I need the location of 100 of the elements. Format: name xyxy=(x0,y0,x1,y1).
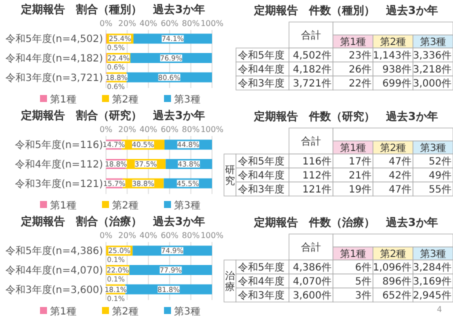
chart-title: 定期報告 割合（治療） 過去3か年 xyxy=(20,215,205,228)
category-label: 第1種 xyxy=(340,36,366,48)
category-label: 第2種 xyxy=(380,142,406,154)
x-tick-label: 100% xyxy=(200,19,224,28)
text: 116件 xyxy=(302,156,332,168)
y-tick-label: 令和5年度(n=4,386) xyxy=(5,245,104,258)
category-label: 第2種 xyxy=(380,248,406,260)
x-tick-label: 100% xyxy=(200,125,224,134)
y-tick-label: 令和3年度(n=3,600) xyxy=(5,284,104,296)
chart-title: 定期報告 割合（研究） 過去3か年 xyxy=(20,109,205,122)
category-label: 合計 xyxy=(301,136,321,148)
text: 652件 xyxy=(382,290,412,302)
text: 121件 xyxy=(302,184,332,196)
category-label: 第3種 xyxy=(420,36,446,48)
legend-label: 第1種 xyxy=(50,200,76,212)
legend-label: 第3種 xyxy=(174,94,200,106)
text: 23件 xyxy=(348,50,372,62)
x-tick-label: 40% xyxy=(140,125,158,134)
category-label: 令和5年度 xyxy=(238,50,284,62)
text: 42件 xyxy=(388,170,412,182)
category-label: 令和3年度 xyxy=(238,78,284,90)
text: 21件 xyxy=(348,170,372,182)
y-tick-label: 令和4年度(n=112) xyxy=(15,158,104,170)
text: 55件 xyxy=(428,184,452,196)
x-tick-label: 80% xyxy=(182,231,200,240)
text: 22件 xyxy=(348,78,372,90)
category-label: 第3種 xyxy=(420,248,446,260)
text: 1,143件 xyxy=(372,50,412,62)
text: 治療 xyxy=(225,270,235,293)
category-label: 令和4年度 xyxy=(238,276,284,288)
category-label: 第1種 xyxy=(340,142,366,154)
x-tick-label: 60% xyxy=(160,231,179,240)
text: 26件 xyxy=(348,64,372,76)
text: 47件 xyxy=(388,156,412,168)
x-tick-label: 20% xyxy=(118,125,136,134)
category-label: 令和4年度 xyxy=(238,64,284,76)
legend-label: 第2種 xyxy=(112,306,138,318)
text: 3,336件 xyxy=(412,50,452,62)
text: 6件 xyxy=(355,262,372,274)
text: 938件 xyxy=(382,64,412,76)
text: 定期報告 件数（種別） 過去3か年 xyxy=(253,4,438,17)
text: 4 xyxy=(436,305,442,314)
x-tick-label: 100% xyxy=(200,231,224,240)
x-tick-label: 40% xyxy=(140,231,158,240)
x-tick-label: 20% xyxy=(118,231,136,240)
text: 定期報告 件数（治療） 過去3か年 xyxy=(253,216,438,229)
text: 47件 xyxy=(388,184,412,196)
text: 17件 xyxy=(348,156,372,168)
text: 4,386件 xyxy=(292,262,332,274)
text: 3,000件 xyxy=(412,78,452,90)
category-label: 合計 xyxy=(301,242,321,254)
category-label: 令和5年度 xyxy=(238,262,284,274)
legend-label: 第3種 xyxy=(174,306,200,318)
text: 19件 xyxy=(348,184,372,196)
legend-label: 第1種 xyxy=(50,306,76,318)
category-label: 令和4年度 xyxy=(238,170,284,182)
text: 2,945件 xyxy=(412,290,452,302)
x-tick-label: 0% xyxy=(100,19,113,28)
y-tick-label: 令和4年度(n=4,070) xyxy=(5,264,104,276)
text: 112件 xyxy=(302,170,332,182)
text: 3,218件 xyxy=(412,64,452,76)
x-tick-label: 40% xyxy=(140,19,158,28)
chart-title: 定期報告 割合（種別） 過去3か年 xyxy=(20,3,205,16)
text: 3,284件 xyxy=(412,262,452,274)
text: 52件 xyxy=(428,156,452,168)
x-tick-label: 80% xyxy=(182,125,200,134)
category-label: 合計 xyxy=(301,30,321,42)
text: 49件 xyxy=(428,170,452,182)
y-tick-label: 令和3年度(n=121) xyxy=(15,178,104,190)
text: 3,721件 xyxy=(292,78,332,90)
text: 3,169件 xyxy=(412,276,452,288)
text: 研究 xyxy=(225,165,235,187)
x-tick-label: 0% xyxy=(100,125,113,134)
category-label: 令和5年度 xyxy=(238,156,284,168)
legend-label: 第2種 xyxy=(112,200,138,212)
category-label: 第2種 xyxy=(380,36,406,48)
category-label: 第3種 xyxy=(420,142,446,154)
text: 定期報告 件数（研究） 過去3か年 xyxy=(253,110,438,123)
text: 699件 xyxy=(382,78,412,90)
y-tick-label: 令和5年度(n=116) xyxy=(15,139,104,152)
category-label: 第1種 xyxy=(340,248,366,260)
y-tick-label: 令和4年度(n=4,182) xyxy=(5,52,104,64)
x-tick-label: 80% xyxy=(182,19,200,28)
x-tick-label: 20% xyxy=(118,19,136,28)
category-label: 令和3年度 xyxy=(238,290,284,302)
text: 3,600件 xyxy=(292,290,332,302)
legend-label: 第2種 xyxy=(112,94,138,106)
y-tick-label: 令和3年度(n=3,721) xyxy=(5,72,104,84)
x-tick-label: 60% xyxy=(160,125,179,134)
text: 5件 xyxy=(355,276,372,288)
category-label: 令和3年度 xyxy=(238,184,284,196)
legend-label: 第3種 xyxy=(174,200,200,212)
text: 4,070件 xyxy=(292,276,332,288)
text: 4,502件 xyxy=(292,50,332,62)
y-tick-label: 令和5年度(n=4,502) xyxy=(5,33,104,46)
text: 896件 xyxy=(382,276,412,288)
x-tick-label: 0% xyxy=(100,231,113,240)
text: 1,096件 xyxy=(372,262,412,274)
text: 4,182件 xyxy=(292,64,332,76)
x-tick-label: 60% xyxy=(160,19,179,28)
